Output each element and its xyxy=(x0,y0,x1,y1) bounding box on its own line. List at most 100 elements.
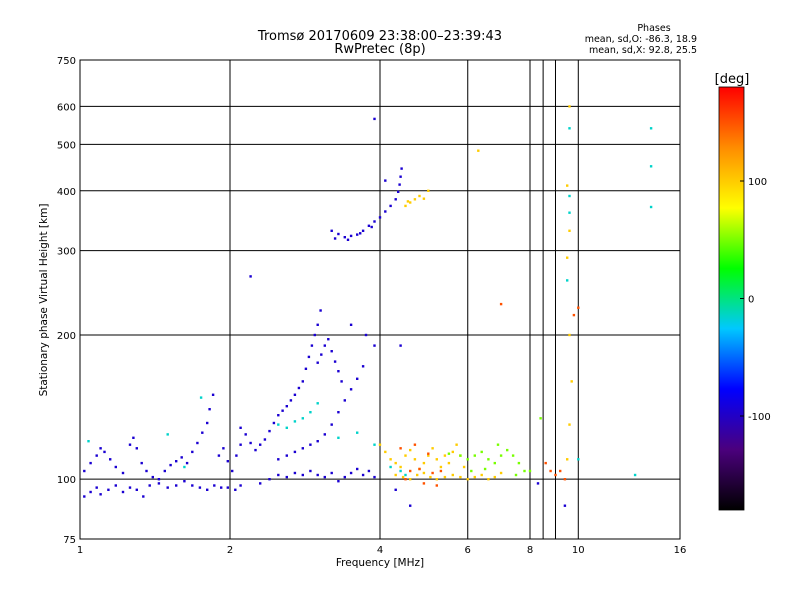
data-point xyxy=(473,454,476,457)
data-point xyxy=(169,463,172,467)
data-point xyxy=(330,229,333,232)
data-point xyxy=(87,440,90,443)
data-point xyxy=(539,417,542,420)
data-point xyxy=(399,469,402,473)
data-point xyxy=(384,179,387,182)
data-point xyxy=(572,313,576,317)
data-point xyxy=(443,475,447,479)
data-point xyxy=(523,469,526,473)
data-point xyxy=(198,486,202,489)
data-point xyxy=(337,480,340,483)
data-point xyxy=(121,490,125,494)
y-tick-label: 400 xyxy=(57,187,76,198)
data-point xyxy=(114,465,117,469)
data-point xyxy=(135,447,138,450)
data-point xyxy=(511,454,515,457)
data-point xyxy=(263,438,267,441)
data-point xyxy=(568,105,571,108)
x-tick-label: 16 xyxy=(674,545,687,556)
data-point xyxy=(346,238,350,241)
x-tick-label: 2 xyxy=(227,545,233,556)
phase-stats-o: mean, sd,O: -86.3, 18.9 xyxy=(585,34,697,45)
data-point xyxy=(568,194,571,198)
data-point xyxy=(333,360,337,363)
data-point xyxy=(99,493,102,496)
data-point xyxy=(196,441,199,445)
y-tick-label: 300 xyxy=(57,247,76,258)
data-points xyxy=(83,105,653,507)
data-point xyxy=(447,461,451,465)
data-point xyxy=(483,467,487,471)
y-tick-label: 100 xyxy=(57,475,76,486)
data-point xyxy=(142,495,145,498)
data-point xyxy=(418,467,421,471)
data-point xyxy=(114,484,117,487)
data-point xyxy=(239,426,242,429)
data-point xyxy=(439,469,443,473)
data-point xyxy=(148,484,151,487)
data-point xyxy=(333,237,337,240)
data-point xyxy=(213,484,216,487)
data-point xyxy=(268,478,271,481)
data-point xyxy=(568,333,571,337)
colorbar-tick-label: 0 xyxy=(748,295,754,306)
y-tick-label: 750 xyxy=(57,56,76,67)
data-point xyxy=(234,488,237,491)
data-point xyxy=(337,232,340,236)
data-point xyxy=(373,443,376,446)
data-point xyxy=(404,473,407,477)
data-point xyxy=(239,443,242,446)
data-point xyxy=(226,486,229,489)
data-point xyxy=(235,454,238,457)
data-point xyxy=(359,232,362,235)
data-point xyxy=(310,344,314,347)
data-point xyxy=(140,461,143,465)
data-point xyxy=(297,386,301,390)
data-point xyxy=(394,488,397,491)
data-point xyxy=(399,344,402,347)
data-point xyxy=(157,478,161,481)
data-point xyxy=(409,448,412,452)
colorbar-ticks: 100 0 -100 xyxy=(740,177,771,423)
data-point xyxy=(399,465,402,469)
data-point xyxy=(361,229,365,232)
data-point xyxy=(568,229,571,232)
data-point xyxy=(566,279,569,282)
data-point xyxy=(422,197,426,200)
data-point xyxy=(397,190,400,193)
data-point xyxy=(559,469,562,473)
data-point xyxy=(499,454,503,457)
data-point xyxy=(309,443,312,446)
data-point xyxy=(496,443,500,446)
data-point xyxy=(277,414,280,417)
y-tick-label: 200 xyxy=(57,331,76,342)
data-point xyxy=(135,488,138,491)
data-point xyxy=(301,380,304,383)
data-point xyxy=(493,475,496,479)
data-point xyxy=(132,436,135,439)
data-point xyxy=(435,458,438,461)
chart-title: Tromsø 20170609 23:38:00–23:39:43 xyxy=(257,29,502,44)
data-point xyxy=(422,471,426,475)
data-point xyxy=(259,482,262,485)
data-point xyxy=(466,478,469,481)
data-point xyxy=(249,441,252,445)
data-point xyxy=(401,475,405,479)
data-point xyxy=(480,473,483,477)
data-point xyxy=(293,393,297,396)
data-point xyxy=(309,469,312,473)
data-point xyxy=(549,469,552,473)
data-point xyxy=(337,370,340,373)
data-point xyxy=(378,443,382,446)
data-point xyxy=(528,469,532,473)
data-point xyxy=(649,127,653,130)
data-point xyxy=(466,458,469,461)
x-tick-label: 4 xyxy=(377,545,383,556)
data-point xyxy=(293,471,297,475)
colorbar-label: [deg] xyxy=(715,72,750,87)
grid-lines xyxy=(80,60,680,539)
data-point xyxy=(470,469,473,473)
data-point xyxy=(577,458,580,461)
x-tick-label: 6 xyxy=(465,545,471,556)
